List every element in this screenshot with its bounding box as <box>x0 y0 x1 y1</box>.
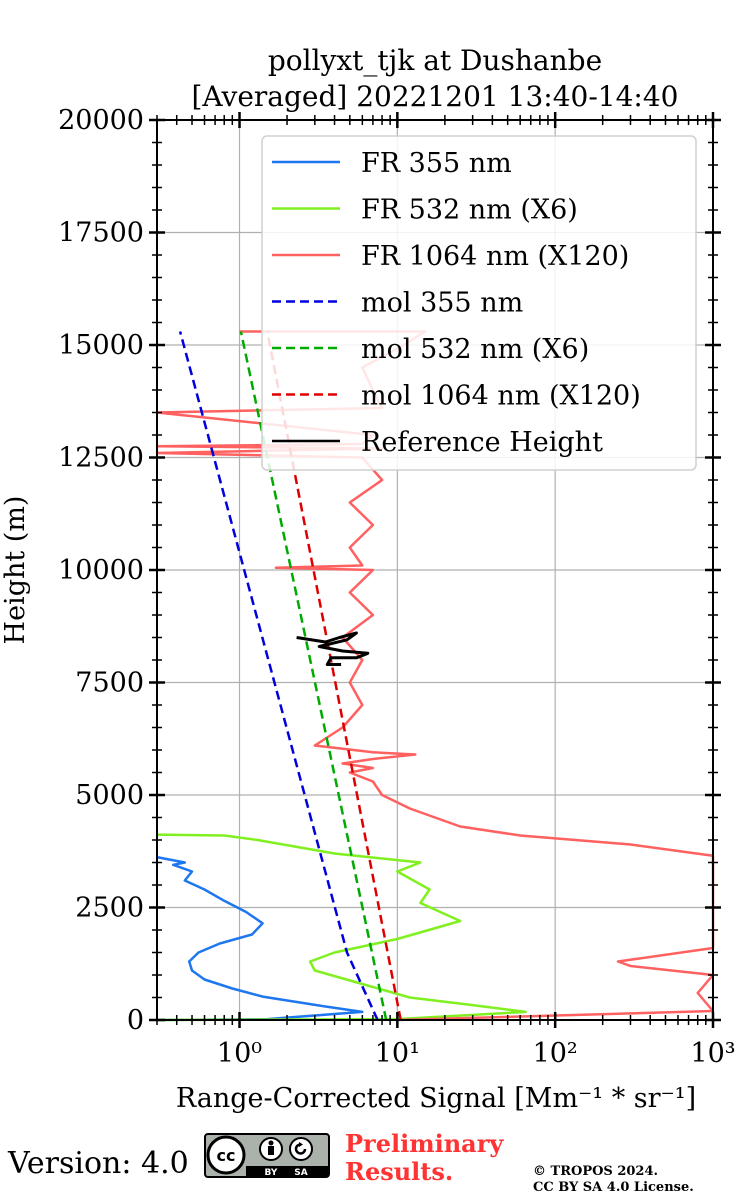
y-tick-label: 15000 <box>58 330 144 361</box>
cc-by-sa-badge[interactable]: cc BY SA <box>204 1133 330 1178</box>
y-tick-label: 10000 <box>58 555 144 586</box>
series-line-3 <box>178 331 379 1021</box>
legend-label-6: Reference Height <box>361 427 603 458</box>
version-label: Version: 4.0 <box>8 1146 189 1181</box>
series-line-5 <box>266 331 402 1021</box>
preliminary-line-1: Preliminary <box>345 1129 504 1158</box>
chart-title-line-1: pollyxt_tjk at Dushanbe <box>268 44 602 77</box>
by-label: BY <box>265 1168 278 1178</box>
legend-label-0: FR 355 nm <box>361 148 512 179</box>
legend-label-4: mol 532 nm (X6) <box>361 334 589 365</box>
chart: 0 2500 5000 7500 10000 12500 15000 17500 20000 10… <box>0 44 736 1114</box>
chart-title-line-2: [Averaged] 20221201 13:40-14:40 <box>192 80 679 113</box>
x-axis-label: Range-Corrected Signal [Mm⁻¹ * sr⁻¹] <box>176 1083 696 1114</box>
y-tick-label: 5000 <box>75 780 144 811</box>
y-tick-label: 17500 <box>58 218 144 249</box>
legend-label-3: mol 355 nm <box>361 288 523 319</box>
series-line-1 <box>156 833 527 1022</box>
y-tick-label: 12500 <box>58 443 144 474</box>
x-tick-label: 10⁰ <box>217 1038 262 1069</box>
legend-label-1: FR 532 nm (X6) <box>361 195 578 226</box>
y-tick-label: 20000 <box>58 105 144 136</box>
copyright-line-2: CC BY SA 4.0 License. <box>533 1180 694 1195</box>
tick-layer: 0 2500 5000 7500 10000 12500 15000 17500 20000 10… <box>58 105 736 1069</box>
y-tick-label: 7500 <box>75 668 144 699</box>
series-line-4 <box>239 331 388 1021</box>
cc-icon <box>206 1135 246 1175</box>
legend-label-2: FR 1064 nm (X120) <box>361 241 629 272</box>
sa-label: SA <box>294 1168 307 1178</box>
series-line-0 <box>156 855 364 1022</box>
y-axis-label: Height (m) <box>0 496 31 645</box>
preliminary-results-note: Preliminary Results. <box>345 1130 503 1186</box>
legend-label-5: mol 1064 nm (X120) <box>361 381 641 412</box>
x-tick-label: 10¹ <box>375 1038 420 1069</box>
sa-icon <box>289 1137 313 1161</box>
series-line-6 <box>296 631 370 666</box>
y-tick-label: 2500 <box>75 893 144 924</box>
x-tick-label: 10³ <box>690 1038 735 1069</box>
legend-frame <box>261 135 697 471</box>
legend: FR 355 nm FR 532 nm (X6) FR 1064 nm (X120)… <box>261 135 697 471</box>
copyright-line-1: © TROPOS 2024. <box>533 1164 659 1179</box>
copyright-note: © TROPOS 2024. CC BY SA 4.0 License. <box>533 1164 694 1196</box>
preliminary-line-2: Results. <box>345 1157 454 1186</box>
cc-icon-text: cc <box>217 1146 236 1165</box>
x-tick-label: 10² <box>533 1038 578 1069</box>
y-tick-label: 0 <box>127 1005 144 1036</box>
